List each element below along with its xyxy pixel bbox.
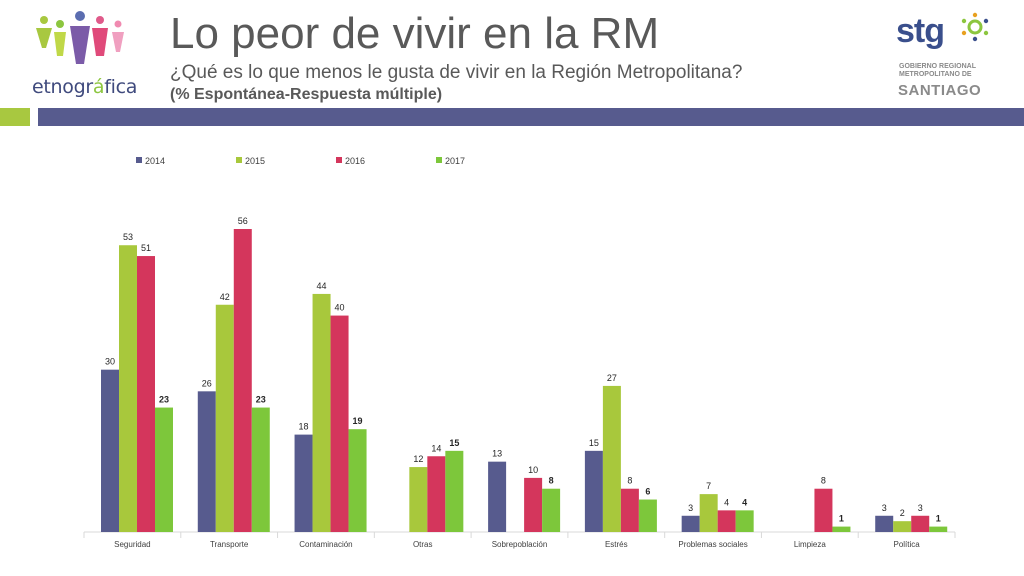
data-label-2017-limpieza: 1: [839, 514, 844, 524]
gobierno-line-2: METROPOLITANO DE: [899, 71, 972, 78]
category-label-transporte: Transporte: [210, 540, 249, 549]
bar-2017-transporte: [251, 407, 270, 532]
category-label-otras: Otras: [413, 540, 433, 549]
category-label-politica: Política: [893, 540, 920, 549]
stg-wordmark: stg: [896, 12, 945, 50]
bar-2014-seguridad: [101, 369, 119, 532]
bar-2017-sobrepoblacion: [542, 488, 561, 532]
category-label-problemas-sociales: Problemas sociales: [678, 540, 747, 549]
data-label-2015-otras: 12: [413, 454, 423, 464]
legend-label-2014: 2014: [145, 156, 165, 166]
category-label-contaminacion: Contaminación: [299, 540, 352, 549]
gobierno-line-1: GOBIERNO REGIONAL: [899, 63, 977, 70]
data-label-2016-seguridad: 51: [141, 243, 151, 253]
bar-2015-transporte: [215, 304, 234, 532]
bar-2017-limpieza: [832, 526, 851, 532]
data-label-2017-estres: 6: [645, 487, 650, 497]
legend-swatch-2017: [436, 157, 442, 163]
data-label-2015-problemas-sociales: 7: [706, 481, 711, 491]
data-label-2016-limpieza: 8: [821, 476, 826, 486]
bar-2016-estres: [620, 488, 639, 532]
data-label-2017-seguridad: 23: [159, 395, 169, 405]
data-label-2015-transporte: 42: [220, 292, 230, 302]
bar-2014-problemas-sociales: [681, 515, 700, 532]
bar-2016-problemas-sociales: [717, 510, 736, 532]
etnografica-logo: etnográfica: [30, 8, 140, 100]
data-label-2015-estres: 27: [607, 373, 617, 383]
bar-2016-limpieza: [814, 488, 833, 532]
bar-2016-politica: [911, 515, 930, 532]
data-label-2014-estres: 15: [589, 438, 599, 448]
data-label-2014-politica: 3: [882, 503, 887, 513]
bar-2016-otras: [427, 456, 446, 532]
header-accent-bar-blue: [38, 108, 1024, 126]
bar-2014-sobrepoblacion: [488, 461, 507, 532]
category-label-sobrepoblacion: Sobrepoblación: [492, 540, 548, 549]
bar-2016-seguridad: [137, 256, 155, 532]
people-figures-icon: [36, 11, 124, 64]
bar-2017-otras: [445, 450, 464, 532]
bar-2015-politica: [893, 521, 912, 532]
bar-2017-estres: [638, 499, 657, 532]
data-label-2014-problemas-sociales: 3: [688, 503, 693, 513]
data-label-2017-transporte: 23: [256, 395, 266, 405]
bar-2017-problemas-sociales: [735, 510, 754, 532]
gobierno-regional-logo: stg GOBIERNO REGIONAL METROPOLITANO DE S…: [894, 8, 994, 100]
gobierno-regional-text: GOBIERNO REGIONAL METROPOLITANO DE: [899, 63, 976, 79]
bar-2014-estres: [584, 450, 603, 532]
bar-2015-contaminacion: [312, 293, 331, 532]
data-label-2015-contaminacion: 44: [317, 281, 327, 291]
bar-2015-problemas-sociales: [699, 494, 718, 532]
bar-2014-politica: [875, 515, 894, 532]
data-label-2014-contaminacion: 18: [299, 422, 309, 432]
sun-emblem-icon: [961, 12, 989, 42]
bar-2016-sobrepoblacion: [524, 477, 543, 532]
header-accent-bar-green: [0, 108, 30, 126]
data-label-2017-contaminacion: 19: [353, 416, 363, 426]
page-title: Lo peor de vivir en la RM: [170, 9, 660, 58]
data-label-2016-otras: 14: [431, 443, 441, 453]
data-label-2016-transporte: 56: [238, 216, 248, 226]
page-subtitle: ¿Qué es lo que menos le gusta de vivir e…: [170, 62, 743, 83]
bar-2017-seguridad: [155, 407, 173, 532]
bar-2016-contaminacion: [330, 315, 349, 532]
data-label-2016-sobrepoblacion: 10: [528, 465, 538, 475]
data-label-2014-sobrepoblacion: 13: [492, 449, 502, 459]
legend-swatch-2014: [136, 157, 142, 163]
bar-2014-transporte: [197, 391, 216, 532]
data-label-2017-politica: 1: [936, 514, 941, 524]
data-label-2016-contaminacion: 40: [335, 303, 345, 313]
legend-label-2015: 2015: [245, 156, 265, 166]
category-label-estres: Estrés: [605, 540, 628, 549]
legend-swatch-2015: [236, 157, 242, 163]
data-label-2016-estres: 8: [627, 476, 632, 486]
legend-label-2017: 2017: [445, 156, 465, 166]
bar-2016-transporte: [233, 229, 252, 532]
data-label-2014-transporte: 26: [202, 378, 212, 388]
data-label-2016-politica: 3: [918, 503, 923, 513]
legend-label-2016: 2016: [345, 156, 365, 166]
legend-swatch-2016: [336, 157, 342, 163]
category-label-seguridad: Seguridad: [114, 540, 150, 549]
data-label-2015-seguridad: 53: [123, 232, 133, 242]
santiago-text: SANTIAGO: [898, 82, 982, 99]
bar-2017-politica: [929, 526, 948, 532]
data-label-2017-sobrepoblacion: 8: [549, 476, 554, 486]
bar-2015-seguridad: [119, 245, 137, 532]
data-label-2017-otras: 15: [449, 438, 459, 448]
etnografica-wordmark: etnográfica: [32, 76, 138, 98]
data-label-2014-seguridad: 30: [105, 357, 115, 367]
data-label-2017-problemas-sociales: 4: [742, 497, 747, 507]
category-label-limpieza: Limpieza: [794, 540, 827, 549]
bar-2015-estres: [602, 385, 621, 532]
bar-2015-otras: [409, 467, 428, 532]
bar-2017-contaminacion: [348, 429, 367, 532]
data-label-2015-politica: 2: [900, 508, 905, 518]
page-note: (% Espontánea-Respuesta múltiple): [170, 86, 443, 103]
data-label-2016-problemas-sociales: 4: [724, 497, 729, 507]
bar-2014-contaminacion: [294, 434, 313, 532]
